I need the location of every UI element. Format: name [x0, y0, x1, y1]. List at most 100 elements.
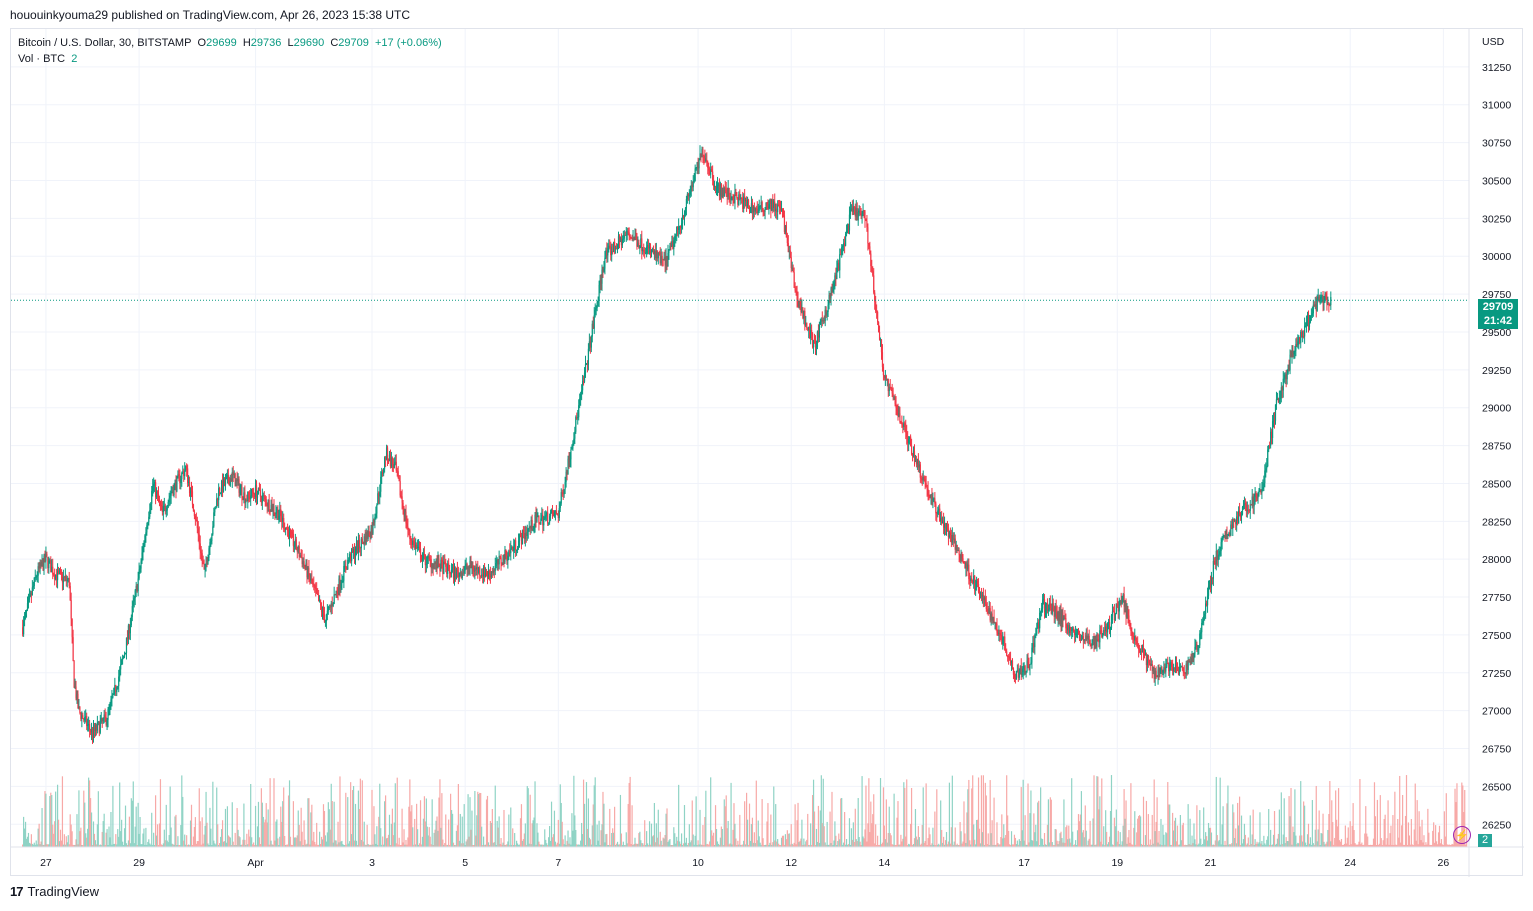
candle-body	[280, 509, 282, 517]
volume-bar	[353, 840, 356, 847]
volume-bar	[926, 844, 928, 847]
candle-body	[962, 558, 964, 563]
candle-body	[170, 492, 172, 496]
volume-bar	[450, 810, 453, 847]
volume-bar	[113, 844, 115, 847]
volume-bar	[439, 779, 441, 847]
candle-body	[894, 397, 896, 405]
candle-body	[763, 210, 765, 212]
candle-body	[219, 488, 221, 494]
price-axis[interactable]: 3125031000307503050030250300002975029500…	[1482, 62, 1511, 831]
candle-body	[1308, 322, 1311, 327]
volume-bar	[502, 842, 504, 847]
volume-bar	[326, 832, 328, 847]
candle-body	[204, 563, 206, 570]
volume-bar	[822, 778, 824, 847]
volume-bar	[1384, 814, 1386, 847]
volume-bar	[98, 844, 100, 847]
candle-body	[269, 511, 271, 513]
volume-bar	[1041, 839, 1044, 847]
candle-body	[1075, 633, 1078, 635]
symbol-description[interactable]: Bitcoin / U.S. Dollar, 30, BITSTAMP	[18, 37, 192, 49]
candle-body	[647, 244, 649, 247]
volume-bar	[463, 804, 465, 847]
candle-body	[627, 230, 629, 233]
volume-bar	[94, 840, 97, 847]
volume-bar	[505, 844, 507, 847]
lightning-icon[interactable]: ⚡	[1453, 826, 1471, 844]
volume-bar	[239, 837, 241, 847]
volume-bar	[1187, 804, 1189, 847]
candle-body	[628, 232, 630, 236]
chart-frame[interactable]: USD 31250 31000 30750 30500 30250 30000 29750 2…	[10, 28, 1524, 877]
time-axis[interactable]: 27 29 Apr 3 5 7 10 12 14 17 19 21 24 26	[40, 857, 1449, 869]
volume-bar	[49, 796, 51, 847]
volume-bar	[1229, 844, 1231, 847]
candle-body	[788, 250, 790, 253]
volume-bar	[1301, 835, 1303, 847]
volume-bar	[272, 844, 274, 847]
volume-bar	[1068, 825, 1070, 847]
tradingview-footer[interactable]: 17 TradingView	[10, 884, 99, 899]
volume-bar	[1371, 844, 1374, 847]
candle-body	[331, 603, 333, 607]
volume-bar	[1204, 839, 1206, 847]
candle-body	[379, 491, 381, 497]
volume-bar	[724, 806, 726, 847]
volume-bar	[1140, 843, 1143, 847]
candle-body	[156, 491, 159, 495]
volume-bar	[1099, 796, 1101, 847]
volume-bar	[537, 832, 539, 847]
volume-bar	[772, 842, 774, 847]
candle-body	[413, 540, 415, 543]
candle-body	[717, 184, 720, 186]
volume-bar	[1446, 844, 1448, 847]
candle-body	[215, 507, 217, 510]
volume-label[interactable]: Vol · BTC	[18, 53, 66, 65]
volume-bar	[1431, 844, 1433, 847]
volume-bar	[1325, 843, 1327, 847]
candle-body	[409, 530, 411, 540]
candle-body	[809, 326, 811, 339]
candle-body	[816, 331, 819, 347]
candle-body	[704, 157, 706, 161]
volume-bar	[1174, 817, 1177, 847]
candle-body	[41, 561, 43, 566]
volume-bar	[382, 836, 384, 847]
volume-bar	[1001, 814, 1003, 847]
volume-bar	[752, 842, 754, 847]
candle-body	[875, 301, 877, 312]
candle-body	[96, 722, 98, 731]
candle-body	[81, 715, 83, 719]
time-tick-label: 19	[1111, 857, 1123, 869]
volume-bar	[352, 786, 355, 847]
volume-bar	[636, 843, 638, 847]
volume-bar	[232, 841, 234, 847]
price-tick-label: 28500	[1482, 478, 1511, 490]
volume-bar	[1318, 810, 1320, 847]
candle-body	[25, 609, 28, 612]
volume-bar	[556, 842, 558, 847]
candle-body	[1304, 325, 1306, 337]
candle-body	[923, 476, 925, 480]
candle-body	[1173, 667, 1176, 669]
volume-bar	[660, 840, 662, 847]
volume-bar	[755, 780, 757, 847]
volume-bar	[478, 794, 480, 847]
volume-bar	[220, 829, 223, 847]
candle-body	[636, 238, 638, 247]
price-chart[interactable]: USD 312503100030750305003025030000297502…	[11, 29, 1524, 877]
volume-bar	[1264, 843, 1266, 847]
volume-bar	[913, 838, 916, 847]
candle-body	[234, 473, 236, 487]
candle-body	[267, 500, 269, 507]
volume-bar	[46, 844, 48, 847]
volume-bar	[390, 823, 393, 847]
volume-bar	[972, 775, 974, 847]
volume-bar	[812, 779, 815, 847]
volume-bar	[805, 841, 807, 847]
candle-body	[1268, 445, 1270, 450]
volume-bar	[593, 785, 595, 847]
volume-bar	[1141, 844, 1144, 847]
volume-bar	[375, 843, 377, 847]
